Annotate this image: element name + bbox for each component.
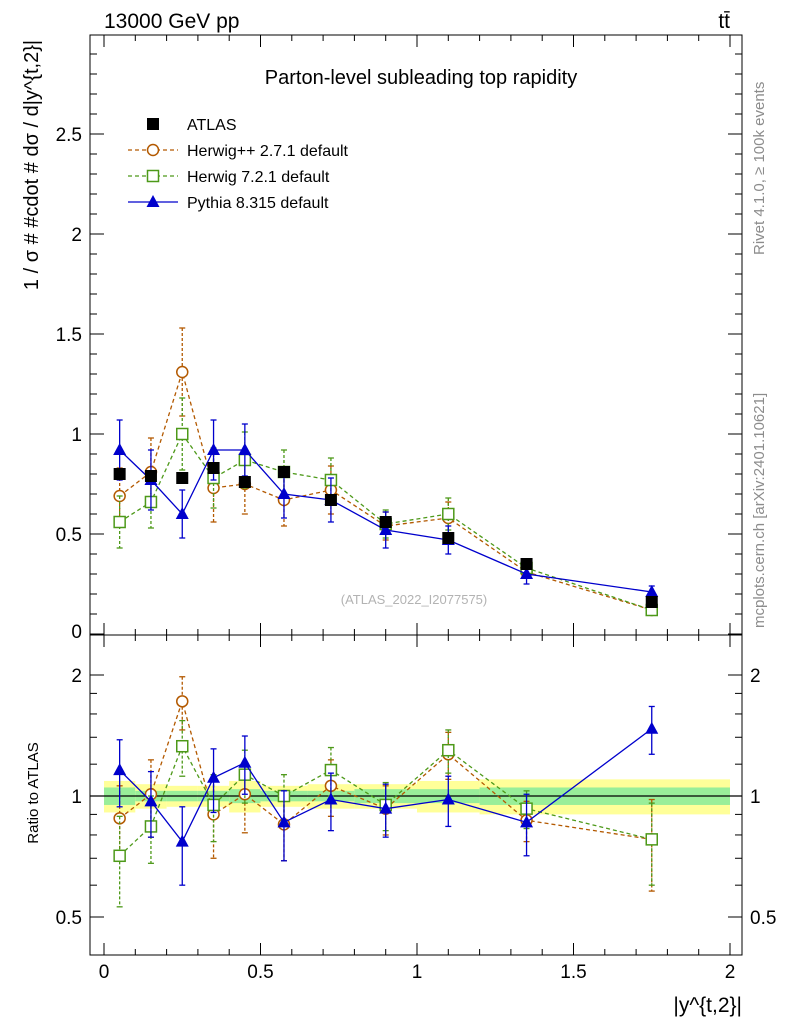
ratio-tick-label: 2 — [71, 666, 82, 687]
data-point-atlas — [113, 468, 126, 480]
data-point-herwig-7-2-1-default — [176, 427, 189, 441]
ratio-point-pythia-8-315-default — [324, 792, 338, 805]
legend-marker-herwig-2-7-1-default — [146, 143, 160, 157]
ratio-point-herwig-7-2-1-default — [113, 849, 126, 863]
x-tick-label: 2 — [725, 962, 736, 983]
ratio-point-pythia-8-315-default — [520, 815, 534, 828]
ratio-band — [90, 779, 742, 815]
ratio-point-herwig-2-7-1-default — [176, 695, 189, 708]
legend-marker-atlas — [147, 118, 159, 130]
process-label: tt̄ — [718, 10, 730, 33]
ratio-point-pythia-8-315-default — [379, 801, 393, 814]
data-point-herwig-7-2-1-default — [442, 507, 455, 521]
ratio-point-pythia-8-315-default — [277, 815, 291, 828]
series-line-herwig-7-2-1-default — [119, 432, 652, 611]
watermark-label: (ATLAS_2022_I2077575) — [341, 592, 487, 607]
legend-label-herwig-2-7-1-default: Herwig++ 2.7.1 default — [187, 143, 349, 160]
chart-title: Parton-level subleading top rapidity — [265, 67, 577, 89]
y-tick-label: 1.5 — [56, 325, 82, 346]
main-ticks: 0 0.5 1 1.5 2 2.5 — [56, 35, 742, 643]
data-point-atlas — [645, 596, 658, 608]
ratio-point-herwig-7-2-1-default — [176, 739, 189, 753]
data-point-atlas — [144, 470, 157, 482]
ratio-point-pythia-8-315-default — [207, 770, 221, 783]
x-tick-label: 0 — [99, 962, 110, 983]
mcplots-side-label: mcplots.cern.ch [arXiv:2401.10621] — [751, 393, 768, 628]
x-tick-label: 1 — [412, 962, 423, 983]
legend: ATLAS Herwig++ 2.7.1 default Herwig 7.2.1 … — [128, 117, 349, 212]
ratio-tick-label-right: 0.5 — [750, 908, 776, 929]
y-tick-label: 0.5 — [56, 525, 82, 546]
data-point-atlas — [442, 532, 455, 544]
data-point-pythia-8-315-default — [238, 443, 252, 455]
ratio-point-pythia-8-315-default — [238, 755, 252, 768]
y-tick-label: 1 — [71, 425, 82, 446]
ratio-point-pythia-8-315-default — [175, 834, 189, 847]
legend-label-pythia-8-315-default: Pythia 8.315 default — [187, 195, 329, 212]
data-point-atlas — [520, 558, 533, 570]
ratio-frame — [89, 634, 743, 956]
data-point-pythia-8-315-default — [277, 487, 291, 499]
ratio-data — [113, 676, 659, 908]
data-point-pythia-8-315-default — [113, 443, 127, 455]
y-tick-label: 2.5 — [56, 125, 82, 146]
data-point-atlas — [277, 466, 290, 478]
ratio-y-axis-label: Ratio to ATLAS — [25, 742, 42, 843]
main-data — [113, 327, 659, 617]
y-axis-label: 1 / σ # #cdot # dσ / d|y^{t,2}| — [21, 40, 43, 290]
data-point-pythia-8-315-default — [379, 523, 393, 535]
main-panel: 0 0.5 1 1.5 2 2.5 Parton-level subleading top… — [56, 34, 743, 643]
data-point-pythia-8-315-default — [645, 585, 659, 597]
data-point-pythia-8-315-default — [207, 443, 221, 455]
series-line-herwig-2-7-1-default — [119, 369, 652, 611]
ratio-tick-label: 0.5 — [56, 908, 82, 929]
ratio-tick-label-right: 2 — [750, 666, 761, 687]
ratio-point-pythia-8-315-default — [441, 792, 455, 805]
ratio-tick-label-right: 1 — [750, 787, 761, 808]
ratio-point-pythia-8-315-default — [113, 763, 127, 776]
data-point-pythia-8-315-default — [520, 567, 534, 579]
x-tick-label: 0.5 — [247, 962, 273, 983]
data-point-herwig-2-7-1-default — [176, 365, 189, 379]
data-point-atlas — [238, 476, 251, 488]
legend-marker-pythia-8-315-default — [146, 195, 160, 207]
data-point-atlas — [207, 462, 220, 474]
rivet-side-label: Rivet 4.1.0, ≥ 100k events — [751, 82, 768, 255]
data-point-atlas — [176, 472, 189, 484]
data-point-herwig-7-2-1-default — [113, 515, 126, 529]
data-point-atlas — [324, 494, 337, 506]
data-point-atlas — [379, 516, 392, 528]
legend-marker-herwig-7-2-1-default — [146, 169, 160, 183]
ratio-point-herwig-7-2-1-default — [645, 833, 658, 846]
ratio-point-herwig-7-2-1-default — [442, 743, 455, 757]
ratio-panel: 0 0.5 1 1.5 2 0.5 0.5 1 1 2 2 — [56, 634, 776, 983]
legend-label-atlas: ATLAS — [187, 117, 237, 134]
data-point-pythia-8-315-default — [175, 507, 189, 519]
y-tick-label: 0 — [71, 622, 82, 643]
energy-label: 13000 GeV pp — [104, 10, 239, 33]
ratio-ticks: 0 0.5 1 1.5 2 0.5 0.5 1 1 2 2 — [56, 635, 776, 983]
ratio-point-pythia-8-315-default — [144, 794, 158, 807]
ratio-tick-label: 1 — [71, 787, 82, 808]
y-tick-label: 2 — [71, 225, 82, 246]
x-tick-label: 1.5 — [560, 962, 586, 983]
ratio-point-pythia-8-315-default — [645, 721, 659, 734]
legend-label-herwig-7-2-1-default: Herwig 7.2.1 default — [187, 169, 330, 186]
x-axis-label: |y^{t,2}| — [673, 994, 742, 1017]
